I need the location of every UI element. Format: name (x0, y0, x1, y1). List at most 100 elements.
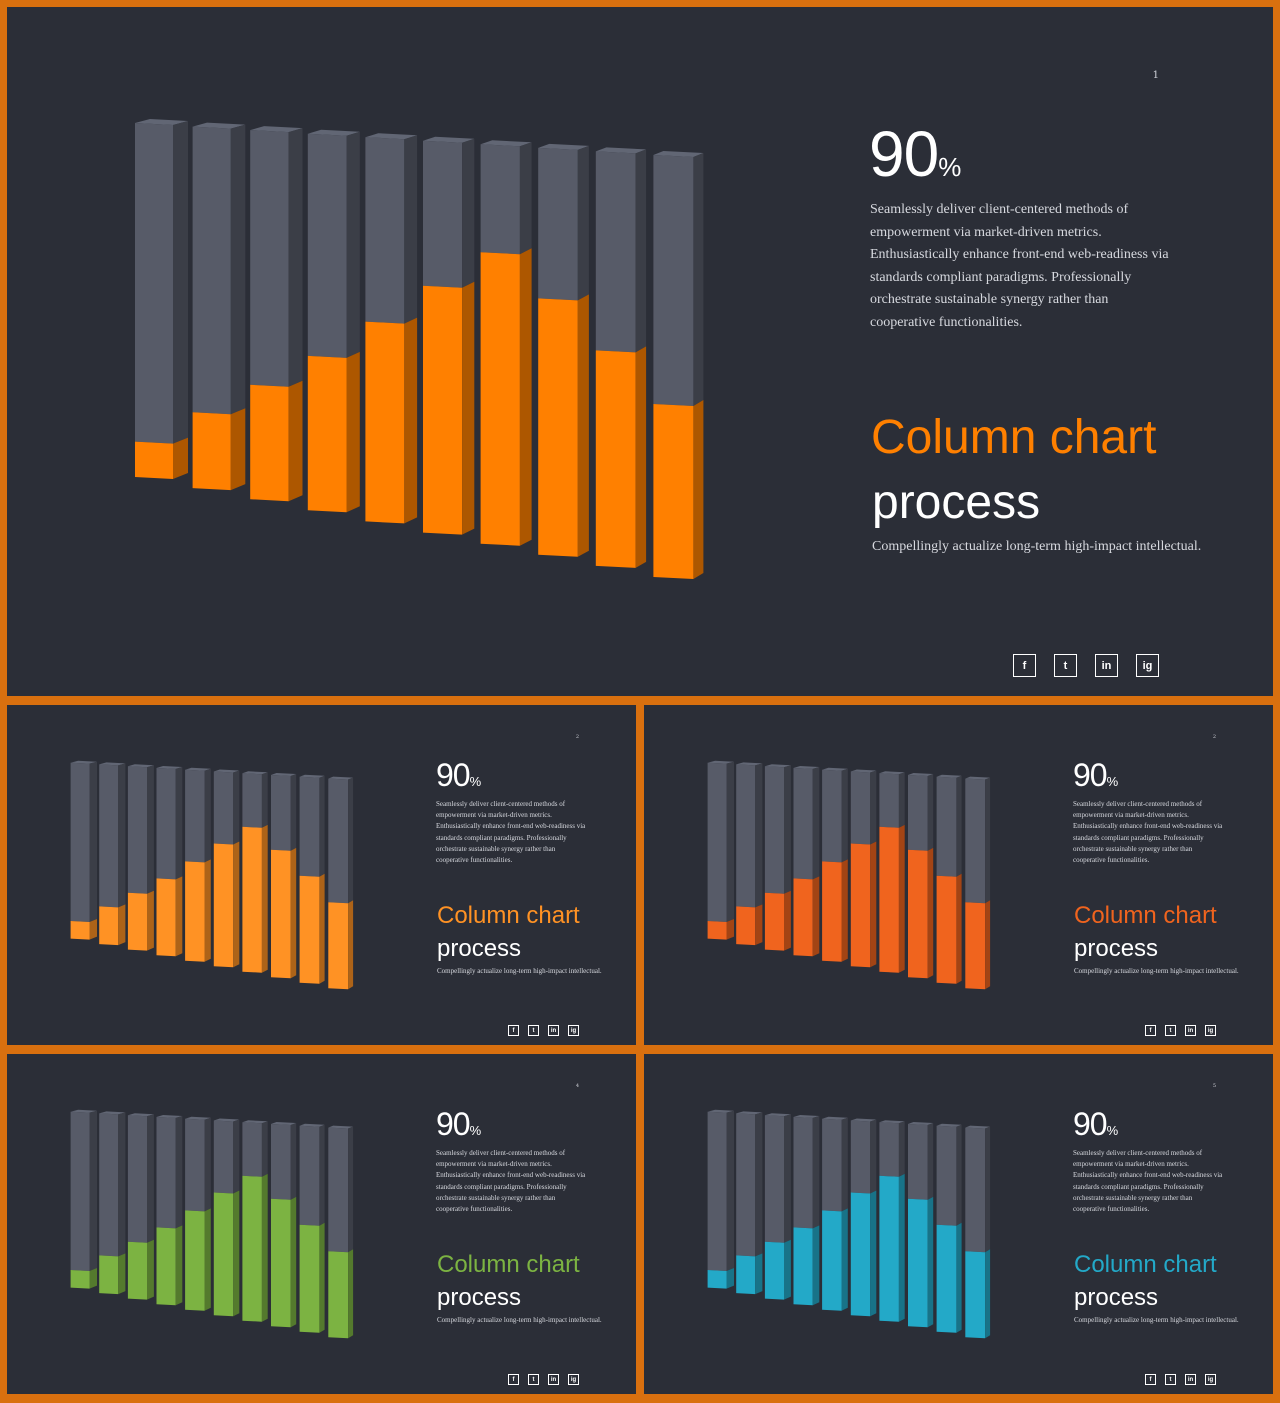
column-side-empty (348, 777, 354, 904)
slide-subtitle: process (1074, 1284, 1159, 1311)
column-side-empty (89, 761, 97, 922)
column-front-empty (736, 1113, 756, 1257)
facebook-icon[interactable]: f (1013, 654, 1036, 677)
column-side-fill (319, 1222, 325, 1333)
facebook-icon[interactable]: f (508, 1374, 519, 1385)
column-side-empty (147, 765, 154, 894)
instagram-icon[interactable]: ig (568, 1374, 579, 1385)
column-side-empty (288, 128, 303, 387)
column-side-empty (956, 1124, 962, 1226)
column-top (250, 126, 303, 133)
column-top (595, 147, 647, 154)
column-side-empty (118, 1112, 126, 1257)
instagram-icon[interactable]: ig (568, 1025, 579, 1036)
headline-value: 90 (436, 1106, 471, 1142)
column-side-fill (898, 1173, 905, 1322)
column-front-fill (156, 878, 176, 957)
column-top (99, 1111, 126, 1115)
column-top (480, 140, 532, 147)
column-front-fill (965, 1251, 986, 1339)
column-front-fill (185, 861, 205, 962)
column-front-fill (850, 1192, 871, 1317)
column-top (156, 1115, 183, 1118)
column-side-fill (985, 1249, 991, 1339)
column-front-fill (156, 1227, 176, 1306)
column-front-empty (307, 133, 347, 358)
column-side-empty (577, 145, 589, 301)
column-front-empty (538, 147, 578, 301)
column-side-empty (784, 1114, 791, 1243)
column-side-empty (89, 1110, 97, 1271)
column-front-empty (653, 155, 694, 406)
slide-thumbnail-blue[interactable]: 5 90% Seamlessly deliver client-centered… (644, 1054, 1273, 1394)
column-front-empty (595, 151, 636, 353)
column-side-empty (956, 775, 962, 877)
column-side-empty (290, 774, 297, 851)
column-side-fill (348, 900, 354, 990)
slide-thumbnail-orange-red[interactable]: 2 90% Seamlessly deliver client-centered… (644, 705, 1273, 1045)
column-top (538, 143, 589, 150)
column-top (135, 119, 188, 125)
linkedin-icon[interactable]: in (548, 1025, 559, 1036)
column-side-empty (175, 767, 183, 880)
facebook-icon[interactable]: f (1145, 1374, 1156, 1385)
tagline: Compellingly actualize long-term high-im… (437, 967, 602, 975)
column-side-empty (175, 1116, 183, 1229)
column-side-empty (118, 763, 126, 908)
column-front-empty (764, 1115, 784, 1243)
twitter-icon[interactable]: t (1054, 654, 1077, 677)
column-front-empty (879, 773, 899, 828)
slide-thumbnail-orange-light[interactable]: 2 90% Seamlessly deliver client-centered… (7, 705, 636, 1045)
twitter-icon[interactable]: t (1165, 1025, 1176, 1036)
column-front-empty (822, 769, 842, 863)
column-front-empty (271, 775, 291, 851)
column-top (936, 774, 962, 778)
column-top (793, 1115, 820, 1118)
instagram-icon[interactable]: ig (1136, 654, 1159, 677)
column-side-empty (726, 761, 734, 922)
column-front-empty (707, 762, 727, 922)
column-front-fill (192, 412, 231, 491)
instagram-icon[interactable]: ig (1205, 1025, 1216, 1036)
column-front-empty (99, 764, 119, 908)
column-top (213, 1118, 240, 1122)
social-icons: f t in ig (508, 1374, 579, 1385)
column-top (213, 769, 240, 773)
column-front-empty (99, 1113, 119, 1257)
column-chart (707, 1109, 991, 1339)
slide-subtitle: process (437, 1284, 522, 1311)
twitter-icon[interactable]: t (528, 1025, 539, 1036)
column-side-fill (173, 437, 188, 479)
instagram-icon[interactable]: ig (1205, 1374, 1216, 1385)
headline-unit: % (938, 152, 962, 182)
linkedin-icon[interactable]: in (1095, 654, 1118, 677)
facebook-icon[interactable]: f (1145, 1025, 1156, 1036)
slide-thumbnail-green[interactable]: 4 90% Seamlessly deliver client-centered… (7, 1054, 636, 1394)
column-side-fill (927, 1196, 934, 1328)
column-front-empty (793, 768, 813, 880)
twitter-icon[interactable]: t (1165, 1374, 1176, 1385)
social-icons: f t in ig (1013, 654, 1159, 677)
column-front-empty (908, 775, 928, 851)
column-side-empty (870, 770, 877, 845)
body-text: Seamlessly deliver client-centered metho… (436, 800, 586, 865)
column-side-empty (348, 1126, 354, 1253)
twitter-icon[interactable]: t (528, 1374, 539, 1385)
column-top (965, 776, 991, 780)
facebook-icon[interactable]: f (508, 1025, 519, 1036)
page-number: 4 (575, 1083, 579, 1089)
linkedin-icon[interactable]: in (1185, 1374, 1196, 1385)
headline-value: 90 (436, 757, 471, 793)
column-side-fill (261, 1173, 268, 1322)
column-side-empty (784, 765, 791, 894)
column-top (936, 1123, 962, 1127)
linkedin-icon[interactable]: in (548, 1374, 559, 1385)
column-side-empty (204, 1117, 211, 1212)
column-front-empty (908, 1124, 928, 1200)
linkedin-icon[interactable]: in (1185, 1025, 1196, 1036)
column-top (653, 151, 704, 157)
column-front-empty (328, 778, 349, 904)
column-top (185, 1116, 211, 1120)
column-front-empty (936, 776, 957, 877)
column-side-fill (230, 408, 246, 491)
